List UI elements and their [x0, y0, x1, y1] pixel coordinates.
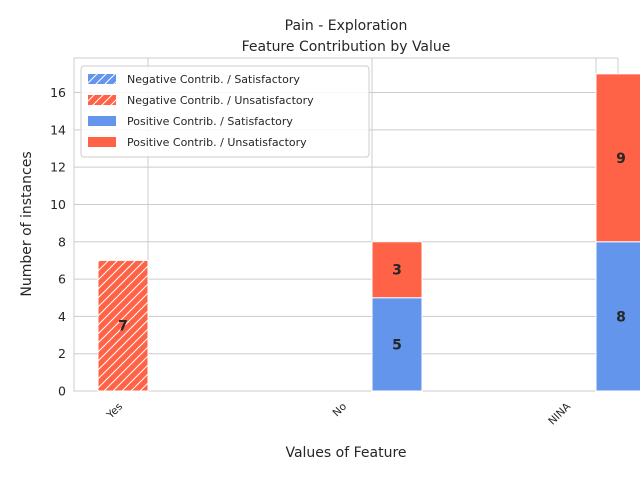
y-axis-label: Number of instances	[19, 151, 35, 296]
y-tick-label: 6	[58, 272, 66, 287]
y-tick-label: 10	[50, 197, 66, 212]
legend: Negative Contrib. / Satisfactory Negative…	[80, 65, 370, 158]
bar	[371, 241, 423, 299]
chart-title: Pain - Exploration	[285, 18, 408, 34]
legend-label: Positive Contrib. / Unsatisfactory	[127, 136, 307, 149]
x-tick-label: Yes	[104, 401, 125, 422]
bar-hatch	[98, 260, 148, 391]
legend-label: Negative Contrib. / Satisfactory	[127, 73, 300, 86]
y-tick-label: 14	[50, 122, 66, 137]
y-tick-label: 8	[58, 234, 66, 249]
legend-swatch-hatch	[88, 74, 116, 84]
y-tick-label: 0	[58, 384, 66, 399]
bar-value-label: 9	[616, 151, 626, 167]
legend-label: Negative Contrib. / Unsatisfactory	[127, 94, 314, 107]
bar	[595, 241, 640, 392]
y-tick-label: 2	[58, 346, 66, 361]
legend-swatch-hatch	[88, 95, 116, 105]
bar-value-label: 7	[118, 319, 128, 335]
legend-swatch	[88, 137, 116, 147]
legend-swatch	[88, 116, 116, 126]
y-tick-label: 16	[50, 85, 66, 100]
bar	[595, 73, 640, 243]
y-tick-label: 4	[58, 309, 66, 324]
legend-label: Positive Contrib. / Satisfactory	[127, 115, 293, 128]
x-tick-label: NINA	[546, 400, 573, 427]
bar	[371, 297, 423, 392]
plot-area: 0 2 4 6 8 10 12 14 16 Yes No NINA 7 5 8 3 9 Negative Cont…	[50, 57, 640, 428]
legend-box	[80, 65, 370, 158]
x-tick-label: No	[331, 401, 350, 420]
chart-subtitle: Feature Contribution by Value	[242, 39, 451, 55]
y-tick-label: 12	[50, 160, 66, 175]
bar-value-label: 5	[392, 337, 402, 353]
x-axis-label: Values of Feature	[285, 445, 406, 461]
bar-value-label: 8	[616, 309, 626, 325]
bar-value-label: 3	[392, 263, 402, 279]
